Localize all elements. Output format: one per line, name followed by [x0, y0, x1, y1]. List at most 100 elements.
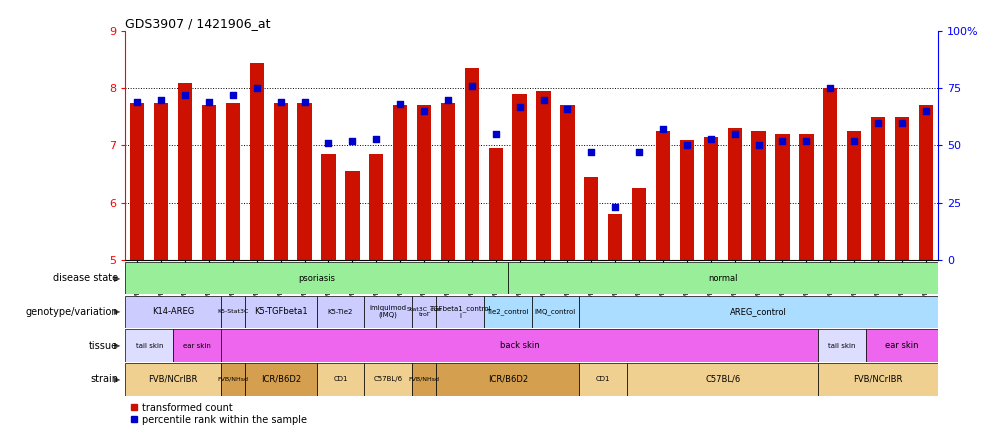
Bar — [220, 329, 818, 362]
Bar — [607, 214, 622, 260]
Bar — [823, 88, 837, 260]
Text: FVB/NHsd: FVB/NHsd — [217, 377, 248, 382]
Bar — [818, 329, 866, 362]
Text: back skin: back skin — [499, 341, 539, 350]
Text: FVB/NHsd: FVB/NHsd — [408, 377, 439, 382]
Point — [702, 135, 718, 142]
Text: ▶: ▶ — [114, 274, 120, 283]
Point — [798, 137, 814, 144]
Bar — [125, 363, 220, 396]
Text: Tie2_control: Tie2_control — [486, 309, 528, 315]
Point — [153, 96, 169, 103]
Text: C57BL/6: C57BL/6 — [704, 375, 739, 384]
Bar — [750, 131, 765, 260]
Point — [200, 99, 216, 106]
Text: tail skin: tail skin — [135, 343, 163, 349]
Point — [535, 96, 551, 103]
Text: AREG_control: AREG_control — [729, 307, 787, 317]
Text: K5-Stat3C: K5-Stat3C — [217, 309, 248, 314]
Bar — [130, 103, 144, 260]
Bar — [249, 63, 264, 260]
Bar — [531, 296, 579, 328]
Bar — [412, 363, 436, 396]
Point — [248, 85, 265, 92]
Point — [893, 119, 909, 126]
Bar — [244, 296, 317, 328]
Bar — [364, 296, 412, 328]
Point — [463, 83, 479, 90]
Point — [917, 107, 933, 115]
Bar — [536, 91, 550, 260]
Bar — [436, 296, 483, 328]
Point — [440, 96, 456, 103]
Point — [392, 101, 408, 108]
Bar — [626, 363, 818, 396]
Point — [177, 91, 193, 99]
Point — [321, 139, 337, 147]
Bar — [125, 296, 220, 328]
Bar — [125, 329, 173, 362]
Bar — [220, 363, 244, 396]
Bar — [417, 105, 431, 260]
Text: tissue: tissue — [89, 341, 118, 351]
Bar — [483, 296, 531, 328]
Text: ICR/B6D2: ICR/B6D2 — [487, 375, 527, 384]
Point — [606, 204, 622, 211]
Point — [654, 126, 670, 133]
Point — [749, 142, 766, 149]
Bar — [799, 134, 813, 260]
Text: strain: strain — [90, 374, 118, 385]
Point — [869, 119, 885, 126]
Text: K14-AREG: K14-AREG — [152, 307, 194, 317]
Point — [846, 137, 862, 144]
Bar — [918, 105, 932, 260]
Point — [416, 107, 432, 115]
Text: psoriasis: psoriasis — [298, 274, 335, 283]
Bar — [201, 105, 216, 260]
Text: disease state: disease state — [53, 273, 118, 283]
Bar — [393, 105, 407, 260]
Bar — [317, 363, 364, 396]
Bar — [154, 103, 168, 260]
Bar — [870, 117, 885, 260]
Text: TGFbeta1_control
l: TGFbeta1_control l — [429, 305, 490, 318]
Bar — [364, 363, 412, 396]
Bar — [726, 128, 741, 260]
Point — [129, 99, 145, 106]
Text: ▶: ▶ — [114, 341, 120, 350]
Point — [678, 142, 694, 149]
Bar — [579, 363, 626, 396]
Bar — [512, 94, 526, 260]
Text: Stat3C_con
trol: Stat3C_con trol — [406, 306, 442, 317]
Text: FVB/NCrIBR: FVB/NCrIBR — [853, 375, 902, 384]
Bar — [225, 103, 239, 260]
Text: imiquimod
(IMQ): imiquimod (IMQ) — [370, 305, 407, 318]
Bar — [436, 363, 579, 396]
Legend: transformed count, percentile rank within the sample: transformed count, percentile rank withi… — [130, 403, 307, 424]
Bar — [220, 296, 244, 328]
Point — [273, 99, 289, 106]
Bar — [244, 363, 317, 396]
Text: FVB/NCrIBR: FVB/NCrIBR — [148, 375, 197, 384]
Bar — [679, 140, 693, 260]
Bar — [298, 103, 312, 260]
Text: IMQ_control: IMQ_control — [534, 309, 575, 315]
Bar — [579, 296, 937, 328]
Point — [487, 131, 503, 138]
Bar — [464, 68, 479, 260]
Text: tail skin: tail skin — [828, 343, 855, 349]
Bar — [321, 154, 336, 260]
Point — [297, 99, 313, 106]
Text: CD1: CD1 — [595, 377, 610, 382]
Text: ▶: ▶ — [114, 307, 120, 317]
Point — [630, 149, 646, 156]
Point — [224, 91, 240, 99]
Text: ear skin: ear skin — [183, 343, 210, 349]
Text: C57BL/6: C57BL/6 — [374, 377, 403, 382]
Point — [511, 103, 527, 110]
Bar — [274, 103, 288, 260]
Point — [725, 131, 741, 138]
Bar — [440, 103, 455, 260]
Bar — [655, 131, 669, 260]
Bar — [894, 117, 908, 260]
